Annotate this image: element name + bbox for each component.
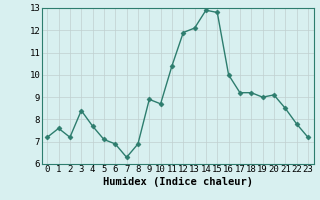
X-axis label: Humidex (Indice chaleur): Humidex (Indice chaleur) bbox=[103, 177, 252, 187]
